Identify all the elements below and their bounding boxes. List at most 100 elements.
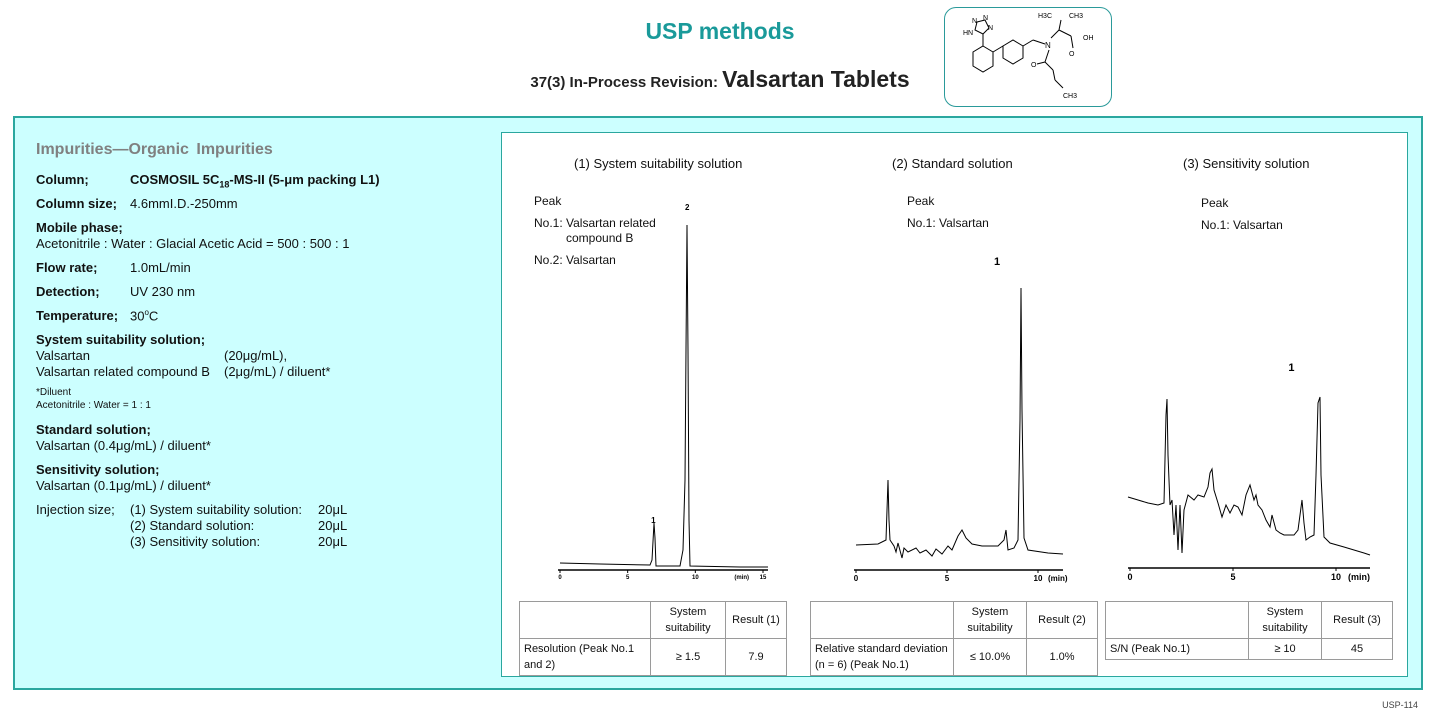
conditions-heading: Impurities—Organic Impurities [36, 141, 273, 158]
diluent-value: Acetonitrile : Water = 1 : 1 [36, 400, 151, 411]
ss-solution-label: System suitability solution; [36, 332, 206, 347]
column-value-post: -MS-II (5-μm packing L1) [229, 172, 380, 187]
table3-result-header: Result (3) [1321, 601, 1393, 639]
chart1-peak-1-cont: compound B [566, 231, 634, 245]
table3-result-value: 45 [1321, 638, 1393, 660]
chart3-x-tick-label: 10 [1331, 572, 1341, 582]
chart2-x-tick-label: 0 [854, 574, 859, 583]
chromatogram-panel [501, 132, 1408, 677]
page-subtitle: 37(3) In-Process Revision: Valsartan Tab… [0, 66, 1440, 93]
table2-result-header: Result (2) [1026, 601, 1098, 639]
structure-label-n2: N [983, 15, 988, 22]
chart3-title: (3) Sensitivity solution [1183, 156, 1310, 171]
ss-line2-conc: (2μg/mL) / diluent* [224, 364, 331, 379]
results-table-2: System suitability Result (2) Relative s… [810, 601, 1098, 676]
page-number: USP-114 [1382, 700, 1418, 710]
table3-row-label: S/N (Peak No.1) [1105, 638, 1249, 660]
flow-rate-label: Flow rate; [36, 260, 98, 275]
sens-solution-value: Valsartan (0.1μg/mL) / diluent* [36, 478, 211, 493]
injection-vol-1: 20μL [318, 502, 348, 517]
column-size-value: 4.6mmI.D.-250mm [130, 196, 238, 211]
chart3-x-unit: (min) [1348, 572, 1370, 582]
table1-result-value: 7.9 [725, 638, 787, 676]
structure-drawing: N N N HN H3C CH3 N OH O O CH3 [963, 13, 1094, 100]
chart3-trace [1127, 396, 1371, 556]
column-label: Column; [36, 172, 89, 187]
chart2-peak-1: No.1: Valsartan [907, 216, 989, 230]
table2-empty-header [810, 601, 954, 639]
column-value: COSMOSIL 5C18-MS-II (5-μm packing L1) [130, 172, 380, 190]
injection-vol-3: 20μL [318, 534, 348, 549]
chart1-title: (1) System suitability solution [574, 156, 743, 171]
structure-label-oh: OH [1083, 35, 1094, 42]
column-size-label: Column size; [36, 196, 117, 211]
chart2-peak-heading: Peak [907, 194, 935, 208]
temperature-value-sup: o [144, 308, 149, 317]
chromatogram-3: 0 5 10 (min) 1 [1127, 362, 1371, 582]
mobile-phase-value: Acetonitrile : Water : Glacial Acetic Ac… [36, 236, 350, 251]
table2-row-label: Relative standard deviation (n = 6) (Pea… [810, 638, 954, 676]
injection-name-1: (1) System suitability solution: [130, 502, 302, 517]
table1-result-header: Result (1) [725, 601, 787, 639]
detection-value: UV 230 nm [130, 284, 196, 299]
ss-line2-name: Valsartan related compound B [36, 364, 210, 379]
chart3-peak-heading: Peak [1201, 196, 1229, 210]
structure-label-ch3-bottom: CH3 [1063, 93, 1077, 100]
subtitle-prefix: 37(3) In-Process Revision: [530, 74, 718, 91]
structure-label-h3c: H3C [1038, 13, 1052, 20]
ss-line1-conc: (20μg/mL), [224, 348, 288, 363]
chart1-x-tick-label: 5 [626, 575, 630, 581]
table1-ss-header: System suitability [650, 601, 726, 639]
chart1-trace [559, 224, 768, 568]
std-solution-value: Valsartan (0.4μg/mL) / diluent* [36, 438, 211, 453]
chart3-peak-1: No.1: Valsartan [1201, 218, 1283, 232]
chart1-x-tick-label: 0 [558, 575, 562, 581]
column-value-pre: COSMOSIL 5C [130, 172, 220, 187]
results-table-1: System suitability Result (1) Resolution… [519, 601, 787, 676]
chart2-trace [855, 287, 1064, 559]
chart3-x-tick-label: 5 [1230, 572, 1235, 582]
temperature-label: Temperature; [36, 308, 119, 323]
chart2-x-unit: (min) [1048, 574, 1068, 583]
chart1-peak-2: No.2: Valsartan [534, 253, 616, 267]
chart1-x-unit: (min) [734, 575, 749, 581]
chart2-x-tick-label: 10 [1034, 574, 1043, 583]
valsartan-structure: N N N HN H3C CH3 N OH O O CH3 [944, 7, 1112, 107]
temperature-value-post: C [148, 308, 159, 324]
structure-label-n3: N [988, 25, 993, 32]
results-table-3: System suitability Result (3) S/N (Peak … [1105, 601, 1393, 660]
table3-ss-value: ≥ 10 [1248, 638, 1322, 660]
sens-solution-label: Sensitivity solution; [36, 462, 160, 477]
structure-label-n1: N [972, 18, 977, 25]
table1-row-label: Resolution (Peak No.1 and 2) [519, 638, 651, 676]
chart1-peak-label-2: 2 [685, 203, 690, 212]
injection-vol-2: 20μL [318, 518, 348, 533]
structure-label-o2: O [1031, 62, 1037, 69]
table1-empty-header [519, 601, 651, 639]
detection-label: Detection; [36, 284, 100, 299]
injection-label: Injection size; [36, 502, 115, 517]
chart2-title: (2) Standard solution [892, 156, 1013, 171]
ss-line1-name: Valsartan [36, 348, 90, 363]
std-solution-label: Standard solution; [36, 422, 151, 437]
column-value-sub: 18 [219, 179, 230, 190]
structure-label-ch3-top: CH3 [1069, 13, 1083, 20]
chromatogram-1: 0 5 10 15 (min) 1 2 [558, 203, 768, 581]
chart3-peak-label-1: 1 [1288, 362, 1294, 374]
diluent-note: *Diluent [36, 387, 72, 398]
structure-label-o1: O [1069, 51, 1075, 58]
chart1-peak-heading: Peak [534, 194, 562, 208]
chart1-x-tick-label: 15 [760, 575, 767, 581]
chart2-x-tick-label: 5 [945, 574, 950, 583]
table3-empty-header [1105, 601, 1249, 639]
table1-ss-value: ≥ 1.5 [650, 638, 726, 676]
temperature-value: 30oC [130, 308, 158, 323]
chart1-peak-1: No.1: Valsartan related [534, 216, 656, 230]
temperature-value-pre: 30 [130, 308, 145, 324]
injection-name-3: (3) Sensitivity solution: [130, 534, 261, 549]
chart1-peak-label-1: 1 [651, 516, 656, 525]
injection-name-2: (2) Standard solution: [130, 518, 255, 533]
structure-label-n-center: N [1045, 41, 1051, 50]
subtitle-main: Valsartan Tablets [722, 66, 910, 92]
chromatogram-2: 0 5 10 (min) 1 [854, 256, 1068, 583]
